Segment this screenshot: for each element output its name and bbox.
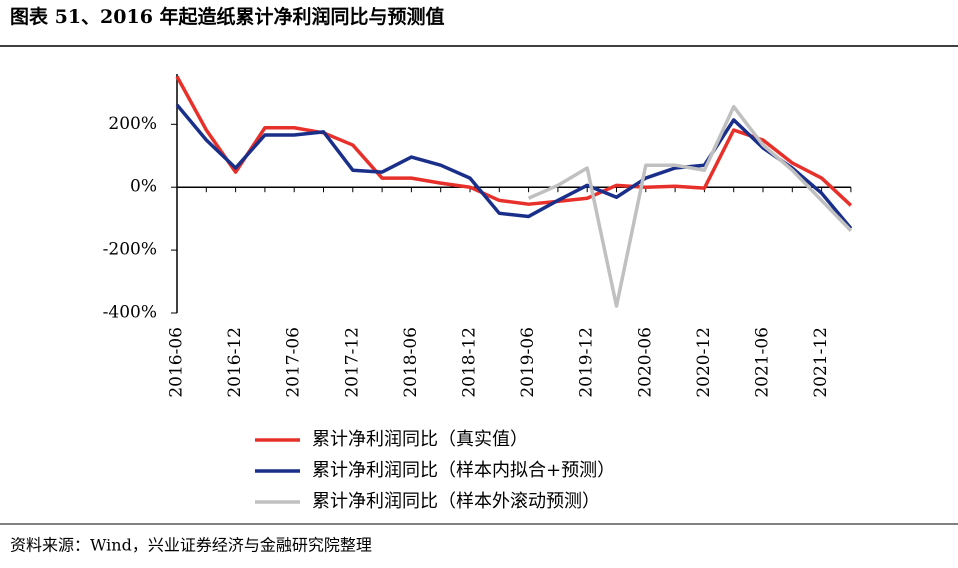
x-tick-label: 2020-06 bbox=[635, 327, 655, 398]
x-tick-label: 2019-06 bbox=[518, 327, 538, 398]
series-line bbox=[175, 75, 853, 207]
legend-label: 累计净利润同比（样本内拟合+预测） bbox=[312, 460, 615, 481]
y-tick-label: 0% bbox=[130, 177, 157, 197]
x-tick-label: 2021-06 bbox=[753, 327, 773, 398]
series-line bbox=[527, 104, 853, 308]
x-tick-label: 2016-12 bbox=[225, 327, 245, 398]
x-tick-label: 2020-12 bbox=[694, 327, 714, 398]
chart-title: 图表 51、2016 年起造纸累计净利润同比与预测值 bbox=[10, 5, 445, 28]
x-tick-label: 2018-12 bbox=[460, 327, 480, 398]
x-tick-label: 2021-12 bbox=[811, 327, 831, 398]
x-tick-label: 2016-06 bbox=[167, 327, 187, 398]
x-tick-label: 2018-06 bbox=[401, 327, 421, 398]
x-tick-label: 2019-12 bbox=[577, 327, 597, 398]
series-line bbox=[175, 103, 853, 230]
x-tick-label: 2017-12 bbox=[342, 327, 362, 398]
legend-label: 累计净利润同比（真实值） bbox=[312, 429, 528, 450]
x-tick-label: 2017-06 bbox=[284, 327, 304, 398]
source: 资料来源：Wind，兴业证券经济与金融研究院整理 bbox=[10, 536, 372, 555]
y-tick-label: -200% bbox=[103, 240, 157, 260]
y-tick-label: -400% bbox=[103, 303, 157, 323]
y-tick-label: 200% bbox=[108, 114, 157, 134]
legend-label: 累计净利润同比（样本外滚动预测） bbox=[312, 491, 600, 512]
